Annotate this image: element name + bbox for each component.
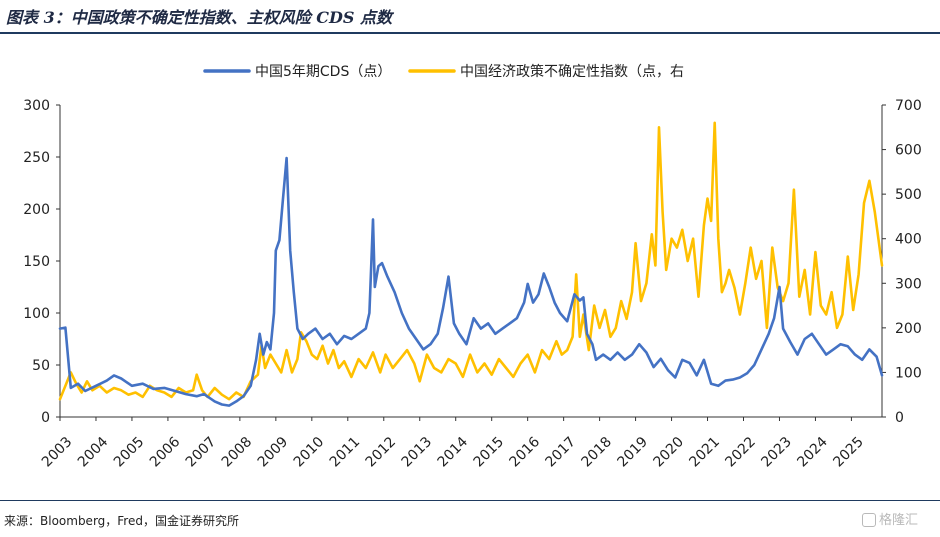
y-left-tick-label: 250: [23, 150, 50, 166]
x-tick-label: 2013: [399, 434, 436, 471]
x-tick-label: 2014: [435, 434, 472, 471]
x-tick-label: 2016: [507, 434, 544, 471]
legend-label-1: 中国经济政策不确定性指数（点，右: [460, 63, 684, 80]
y-left-tick-label: 50: [32, 358, 50, 374]
x-tick-label: 2011: [327, 434, 364, 471]
y-right-tick-label: 500: [895, 187, 922, 203]
x-tick-label: 2008: [219, 434, 256, 471]
watermark-text: 格隆汇: [879, 513, 919, 528]
footer-divider: [0, 500, 940, 501]
chart-series: [58, 121, 884, 407]
title-divider: [0, 32, 940, 34]
y-right-tick-label: 400: [895, 232, 922, 248]
x-tick-label: 2021: [686, 434, 723, 471]
y-right-tick-label: 700: [895, 98, 922, 114]
x-tick-label: 2024: [794, 434, 831, 471]
x-tick-label: 2018: [579, 434, 616, 471]
x-tick-label: 2010: [291, 434, 328, 471]
x-tick-label: 2023: [758, 434, 795, 471]
y-right-tick-label: 0: [895, 410, 904, 426]
line-chart: 中国5年期CDS（点） 中国经济政策不确定性指数（点，右 0 50 100 150 200…: [23, 63, 922, 471]
x-tick-label: 2007: [183, 434, 220, 471]
source-note: 来源：Bloomberg，Fred，国金证券研究所: [4, 514, 239, 528]
x-tick-label: 2025: [830, 434, 867, 471]
legend-label-0: 中国5年期CDS（点）: [255, 64, 391, 80]
x-tick-label: 2012: [363, 434, 400, 471]
x-tick-label: 2017: [543, 434, 580, 471]
chart-legend: 中国5年期CDS（点） 中国经济政策不确定性指数（点，右: [203, 63, 684, 80]
x-tick-label: 2006: [147, 434, 184, 471]
cds-series-line: [58, 156, 884, 407]
watermark: 格隆汇: [862, 509, 918, 528]
page-title: 图表 3：中国政策不确定性指数、主权风险 CDS 点数: [6, 8, 393, 27]
x-tick-label: 2019: [614, 434, 651, 471]
y-left-tick-label: 150: [23, 254, 50, 270]
x-tick-label: 2005: [111, 434, 148, 471]
x-tick-label: 2015: [471, 434, 508, 471]
y-right-tick-label: 300: [895, 276, 922, 292]
x-tick-label: 2003: [39, 434, 76, 471]
x-tick-label: 2022: [722, 434, 759, 471]
y-right-tick-label: 200: [895, 321, 922, 337]
y-right-tick-label: 100: [895, 365, 922, 381]
x-tick-label: 2009: [255, 434, 292, 471]
x-tick-label: 2020: [650, 434, 687, 471]
y-left-tick-label: 100: [23, 306, 50, 322]
y-left-tick-label: 200: [23, 202, 50, 218]
y-right-tick-label: 600: [895, 143, 922, 159]
y-left-tick-label: 0: [41, 410, 50, 426]
hexagon-logo-icon: [862, 513, 876, 527]
y-left-tick-label: 300: [23, 98, 50, 114]
epu-series-line: [58, 121, 884, 401]
x-tick-label: 2004: [75, 434, 112, 471]
